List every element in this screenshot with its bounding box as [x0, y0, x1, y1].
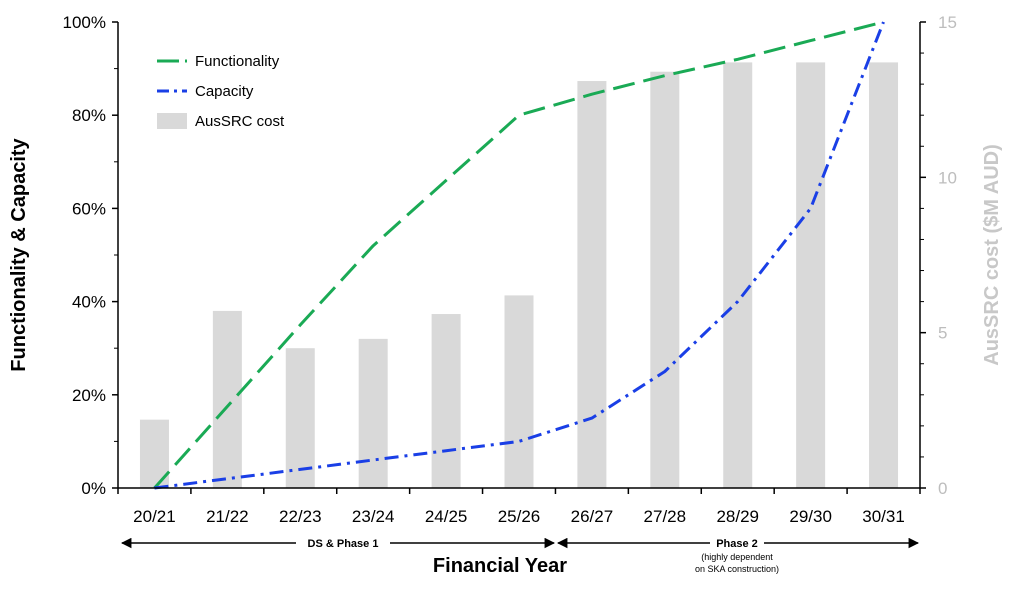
phase2-note: (highly dependent [701, 552, 773, 562]
cost-bar [431, 314, 461, 488]
phase1-label-bg [296, 535, 390, 549]
right-tick-label: 0 [938, 479, 947, 498]
x-tick-label: 22/23 [279, 507, 322, 526]
left-tick-label: 0% [81, 479, 106, 498]
legend-capacity-label: Capacity [195, 83, 254, 100]
legend-cost-label: AusSRC cost [195, 113, 285, 130]
left-tick-label: 100% [63, 13, 106, 32]
left-tick-label: 20% [72, 386, 106, 405]
x-tick-label: 26/27 [571, 507, 614, 526]
phase1-label: DS & Phase 1 [308, 538, 379, 550]
phase2-label-bg [710, 535, 764, 549]
left-tick-label: 40% [72, 293, 106, 312]
legend-cost-swatch [157, 113, 187, 129]
x-tick-label: 30/31 [862, 507, 905, 526]
legend-functionality-label: Functionality [195, 53, 280, 70]
right-axis-label: AusSRC cost ($M AUD) [981, 144, 1003, 366]
x-axis-label: Financial Year [433, 555, 567, 577]
x-tick-label: 23/24 [352, 507, 395, 526]
left-axis-label: Functionality & Capacity [8, 137, 30, 371]
axes-layer: 0% 20% 40% 60% 80% 100% 0 5 10 15 20/21 21/22 22/23 2… [63, 13, 957, 526]
lines-layer [153, 20, 885, 490]
x-tick-label: 29/30 [789, 507, 832, 526]
right-tick-label: 10 [938, 168, 957, 187]
cost-bar [723, 62, 753, 489]
phase2-label: Phase 2 [716, 538, 758, 550]
cost-bar [358, 338, 388, 488]
cost-bar [504, 295, 534, 488]
left-tick-label: 60% [72, 199, 106, 218]
x-tick-label: 25/26 [498, 507, 541, 526]
labels-layer: Functionality & Capacity AusSRC cost ($M… [8, 137, 1003, 577]
right-tick-label: 5 [938, 324, 947, 343]
x-tick-label: 24/25 [425, 507, 468, 526]
left-tick-label: 80% [72, 106, 106, 125]
cost-bar [796, 62, 826, 489]
x-tick-label: 28/29 [716, 507, 759, 526]
cost-bar [212, 310, 242, 488]
phase-layer: DS & Phase 1 Phase 2 (highly dependent on S… [120, 535, 920, 574]
phase2-note: on SKA construction) [695, 564, 779, 574]
cost-bar [577, 81, 607, 488]
x-tick-label: 27/28 [644, 507, 687, 526]
bars-layer [139, 62, 899, 489]
x-tick-label: 20/21 [133, 507, 176, 526]
cost-bar [869, 62, 899, 489]
legend: Functionality Capacity AusSRC cost [157, 53, 285, 130]
x-tick-label: 21/22 [206, 507, 249, 526]
cost-bar [650, 71, 680, 488]
right-tick-label: 15 [938, 13, 957, 32]
capacity-line [154, 21, 885, 490]
cost-bar [285, 348, 315, 488]
